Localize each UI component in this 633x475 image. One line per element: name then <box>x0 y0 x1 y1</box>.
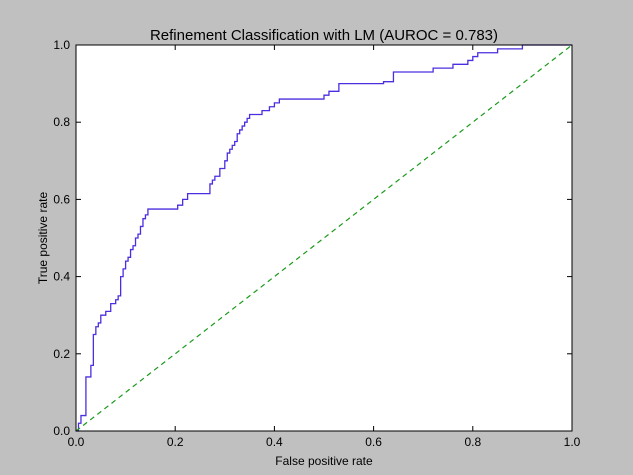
chance-diagonal-line <box>75 44 573 432</box>
x-axis-label: False positive rate <box>275 454 373 468</box>
y-tick-label: 0.2 <box>53 347 70 361</box>
x-tick-label: 0.2 <box>167 435 184 449</box>
plot-frame <box>75 44 573 432</box>
x-tick-label: 0.6 <box>365 435 382 449</box>
x-tick-label: 0.8 <box>464 435 481 449</box>
y-tick-label: 0.0 <box>53 424 70 438</box>
y-tick-label: 0.4 <box>53 270 70 284</box>
roc-curve-line <box>76 44 572 432</box>
y-tick-label: 0.6 <box>53 192 70 206</box>
series-layer <box>75 44 573 432</box>
x-tick-label: 0.4 <box>266 435 283 449</box>
y-tick-label: 0.8 <box>53 115 70 129</box>
y-tick-label: 1.0 <box>53 38 70 52</box>
chart-title: Refinement Classification with LM (AUROC… <box>150 27 498 44</box>
x-tick-label: 1.0 <box>564 435 581 449</box>
x-tick-label: 0.0 <box>68 435 85 449</box>
y-axis-label: True positive rate <box>36 192 50 285</box>
